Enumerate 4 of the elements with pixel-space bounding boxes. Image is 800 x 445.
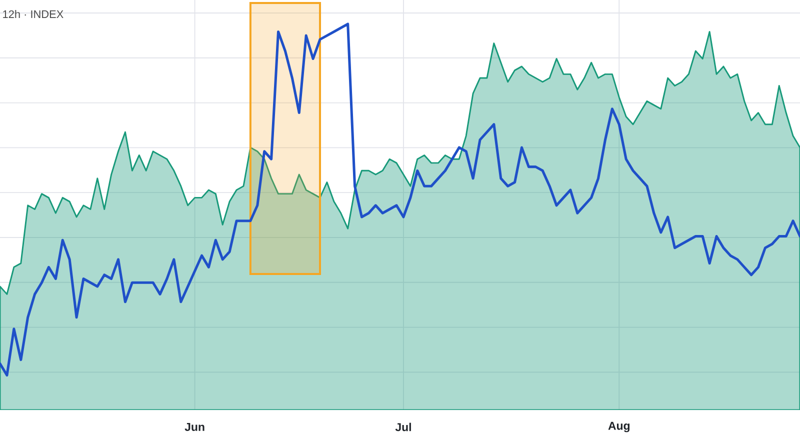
x-tick-label: Jul (395, 422, 411, 432)
chart-title: 12h · INDEX (3, 10, 64, 18)
x-tick-label: Jun (184, 422, 204, 431)
x-tick-label: Aug (608, 422, 630, 432)
